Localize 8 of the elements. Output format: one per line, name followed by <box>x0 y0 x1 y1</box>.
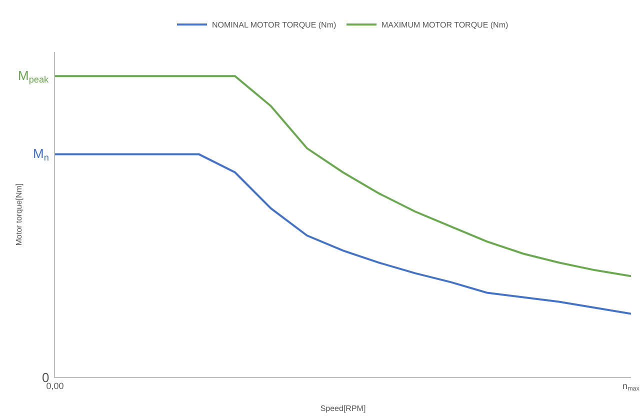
x-tick-label: 0,00 <box>46 380 64 391</box>
y-axis-title: Motor torque[Nm] <box>14 183 24 246</box>
text: M$_{n}$ <box>33 146 49 163</box>
legend-label: MAXIMUM MOTOR TORQUE (Nm) <box>381 20 508 30</box>
x-axis-title: Speed[RPM] <box>320 404 366 413</box>
legend-label: NOMINAL MOTOR TORQUE (Nm) <box>212 20 336 30</box>
text: M$_{peak}$ <box>18 68 50 85</box>
x-tick-label: n$_{max}$ <box>622 380 640 393</box>
